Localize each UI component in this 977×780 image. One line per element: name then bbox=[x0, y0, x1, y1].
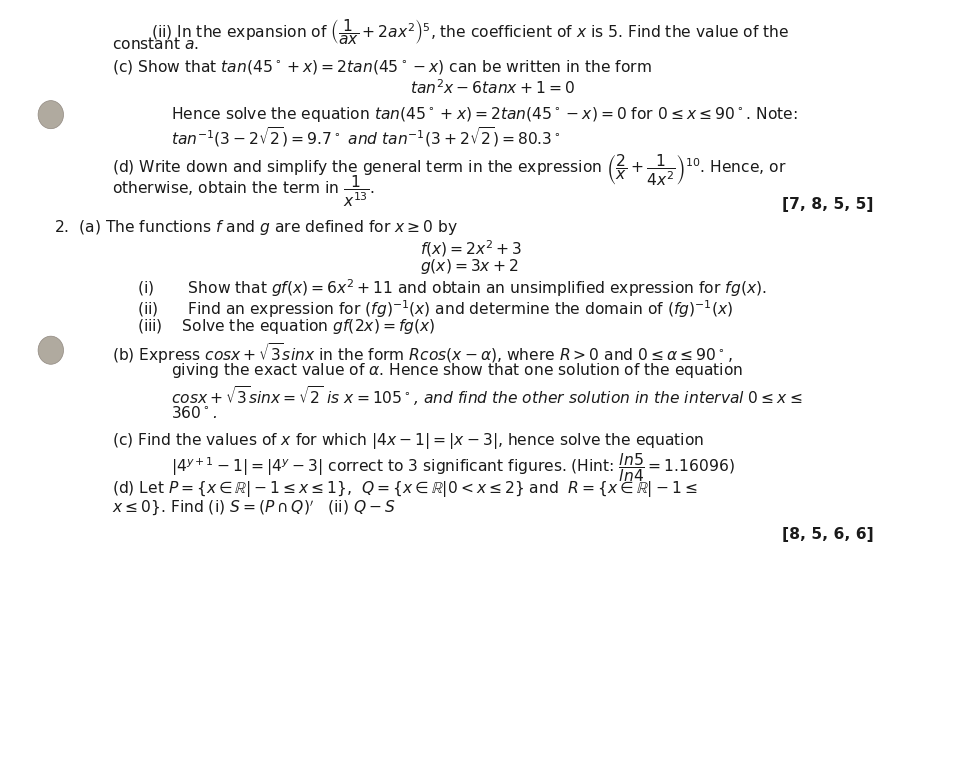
Text: [7, 8, 5, 5]: [7, 8, 5, 5] bbox=[782, 197, 873, 211]
Text: [8, 5, 6, 6]: [8, 5, 6, 6] bbox=[782, 526, 873, 541]
Ellipse shape bbox=[38, 101, 64, 129]
Text: $tan^2x - 6tanx + 1 = 0$: $tan^2x - 6tanx + 1 = 0$ bbox=[410, 79, 575, 98]
Text: $f(x) = 2x^2 + 3$: $f(x) = 2x^2 + 3$ bbox=[420, 238, 523, 259]
Text: (ii)      Find an expression for $(fg)^{-1}(x)$ and determine the domain of $(fg: (ii) Find an expression for $(fg)^{-1}(x… bbox=[137, 298, 733, 320]
Text: (c) Find the values of $x$ for which $|4x - 1| = |x - 3|$, hence solve the equat: (c) Find the values of $x$ for which $|4… bbox=[112, 431, 704, 451]
Text: (d) Let $P = \{x \in \mathbb{R}|-1 \leq x \leq 1\}$,  $Q = \{x \in \mathbb{R}|0 : (d) Let $P = \{x \in \mathbb{R}|-1 \leq … bbox=[112, 479, 698, 499]
Text: $360^\circ$.: $360^\circ$. bbox=[171, 405, 217, 421]
Ellipse shape bbox=[38, 336, 64, 364]
Text: $cosx + \sqrt{3}sinx = \sqrt{2}$ is $x = 105^\circ$, and find the other solution: $cosx + \sqrt{3}sinx = \sqrt{2}$ is $x =… bbox=[171, 385, 802, 409]
Text: 2.  (a) The functions $f$ and $g$ are defined for $x \geq 0$ by: 2. (a) The functions $f$ and $g$ are def… bbox=[54, 218, 457, 237]
Text: $|4^{y+1} - 1| = |4^y - 3|$ correct to 3 significant figures. (Hint: $\dfrac{ln5: $|4^{y+1} - 1| = |4^y - 3|$ correct to 3… bbox=[171, 451, 735, 484]
Text: (c) Show that $tan(45^\circ + x) = 2tan(45^\circ - x)$ can be written in the for: (c) Show that $tan(45^\circ + x) = 2tan(… bbox=[112, 58, 653, 76]
Text: $tan^{-1}(3 - 2\sqrt{2}) = 9.7^\circ$ and $tan^{-1}(3 + 2\sqrt{2}) = 80.3^\circ$: $tan^{-1}(3 - 2\sqrt{2}) = 9.7^\circ$ an… bbox=[171, 125, 561, 149]
Text: (iii)    Solve the equation $gf(2x) = fg(x)$: (iii) Solve the equation $gf(2x) = fg(x)… bbox=[137, 317, 435, 336]
Text: otherwise, obtain the term in $\dfrac{1}{x^{13}}$.: otherwise, obtain the term in $\dfrac{1}… bbox=[112, 173, 375, 209]
Text: constant $a$.: constant $a$. bbox=[112, 36, 199, 52]
Text: (b) Express $cosx + \sqrt{3}sinx$ in the form $Rcos(x - \alpha)$, where $R > 0$ : (b) Express $cosx + \sqrt{3}sinx$ in the… bbox=[112, 341, 733, 366]
Text: (ii) In the expansion of $\left(\dfrac{1}{ax} + 2ax^2\right)^5$, the coefficient: (ii) In the expansion of $\left(\dfrac{1… bbox=[151, 17, 789, 47]
Text: $g(x) = 3x + 2$: $g(x) = 3x + 2$ bbox=[420, 257, 519, 276]
Text: $x \leq 0\}$. Find (i) $S = (P \cap Q)'$   (ii) $Q - S$: $x \leq 0\}$. Find (i) $S = (P \cap Q)'$… bbox=[112, 499, 396, 518]
Text: Hence solve the equation $tan(45^\circ + x) = 2tan(45^\circ - x) = 0$ for $0 \le: Hence solve the equation $tan(45^\circ +… bbox=[171, 105, 797, 123]
Text: (d) Write down and simplify the general term in the expression $\left(\dfrac{2}{: (d) Write down and simplify the general … bbox=[112, 153, 786, 189]
Text: giving the exact value of $\alpha$. Hence show that one solution of the equation: giving the exact value of $\alpha$. Henc… bbox=[171, 361, 743, 380]
Text: (i)       Show that $gf(x) = 6x^2 + 11$ and obtain an unsimplified expression fo: (i) Show that $gf(x) = 6x^2 + 11$ and ob… bbox=[137, 278, 766, 300]
